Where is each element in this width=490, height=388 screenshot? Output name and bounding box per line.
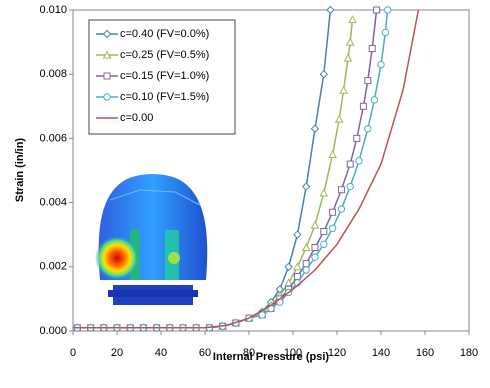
- marker: [294, 263, 301, 270]
- x-tick-label: 20: [111, 347, 123, 359]
- x-tick-label: 140: [372, 347, 390, 359]
- marker: [369, 46, 375, 52]
- marker: [285, 263, 292, 270]
- legend-label: c=0.25 (FV=0.5%): [120, 49, 209, 61]
- y-tick-label: 0.004: [39, 197, 67, 209]
- marker: [384, 7, 390, 13]
- inset-image: [95, 174, 207, 305]
- marker: [329, 151, 336, 158]
- x-tick-label: 120: [328, 347, 346, 359]
- marker: [329, 225, 335, 231]
- x-tick-label: 180: [460, 347, 478, 359]
- marker: [259, 312, 265, 318]
- x-axis-label: Internal Pressure (psi): [213, 351, 329, 363]
- marker: [347, 161, 353, 167]
- marker: [374, 7, 380, 13]
- marker: [347, 39, 354, 46]
- marker: [340, 87, 347, 94]
- legend-label: c=0.15 (FV=1.0%): [120, 70, 209, 82]
- x-tick-label: 160: [416, 347, 434, 359]
- legend: c=0.40 (FV=0.0%) c=0.25 (FV=0.5%) c=0.15 (…: [89, 20, 235, 134]
- marker: [321, 228, 327, 234]
- marker: [345, 55, 352, 62]
- marker: [336, 116, 343, 123]
- x-tick-label: 100: [284, 347, 302, 359]
- marker: [347, 183, 353, 189]
- y-tick-label: 0.008: [39, 68, 67, 80]
- marker: [320, 189, 327, 196]
- legend-marker: [104, 73, 110, 79]
- y-tick-label: 0.010: [39, 4, 67, 16]
- chart: c=0.40 (FV=0.0%) c=0.25 (FV=0.5%) c=0.15 (…: [0, 0, 490, 383]
- marker: [303, 244, 310, 251]
- marker: [327, 7, 334, 14]
- y-axis-label: Strain (in/in): [14, 138, 26, 203]
- marker: [294, 231, 301, 238]
- marker: [320, 71, 327, 78]
- marker: [303, 267, 309, 273]
- marker: [321, 241, 327, 247]
- marker: [378, 61, 384, 67]
- marker: [382, 29, 388, 35]
- marker: [371, 97, 377, 103]
- marker: [312, 222, 319, 229]
- marker: [330, 209, 336, 215]
- marker: [360, 103, 366, 109]
- legend-marker: [104, 94, 110, 100]
- y-tick-label: 0.000: [39, 325, 67, 337]
- x-tick-label: 0: [70, 347, 76, 359]
- marker: [338, 187, 344, 193]
- y-tick-label: 0.002: [39, 261, 67, 273]
- legend-label: c=0.10 (FV=1.5%): [120, 91, 209, 103]
- marker: [312, 254, 318, 260]
- marker: [349, 16, 356, 23]
- legend-label: c=0.00: [120, 112, 153, 124]
- marker: [354, 135, 360, 141]
- marker: [312, 245, 318, 251]
- marker: [365, 78, 371, 84]
- page: c=0.40 (FV=0.0%) c=0.25 (FV=0.5%) c=0.15 (…: [0, 0, 490, 388]
- marker: [312, 125, 319, 132]
- legend-label: c=0.40 (FV=0.0%): [120, 28, 209, 40]
- x-tick-label: 40: [155, 347, 167, 359]
- x-tick-label: 60: [199, 347, 211, 359]
- y-tick-label: 0.006: [39, 132, 67, 144]
- marker: [356, 158, 362, 164]
- marker: [338, 206, 344, 212]
- marker: [365, 126, 371, 132]
- marker: [303, 183, 310, 190]
- x-tick-label: 80: [243, 347, 255, 359]
